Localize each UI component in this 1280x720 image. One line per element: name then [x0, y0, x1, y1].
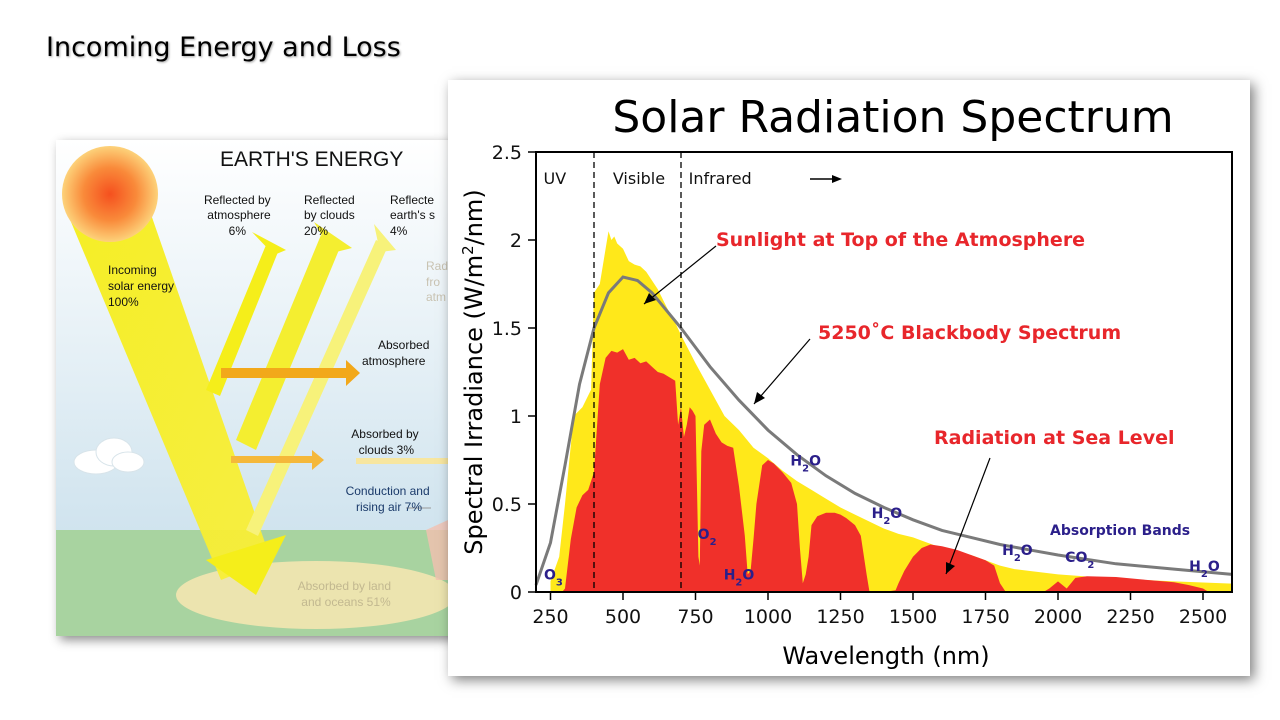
absorbed-atmosphere-label: Absorbed atmosphere — [362, 338, 433, 368]
region-label-uv: UV — [544, 169, 567, 188]
x-tick-label: 1000 — [744, 606, 792, 628]
x-tick-label: 750 — [677, 606, 713, 628]
solar-spectrum-svg: Solar Radiation Spectrum 250 500 750 1000 12… — [459, 92, 1233, 670]
y-tick-label: 1.5 — [492, 318, 522, 340]
reflected-atmosphere-label: Reflected by atmosphere 6% — [204, 193, 274, 238]
absorbed-land-label: Absorbed by land and oceans 51% — [298, 579, 395, 609]
annotation-sea-level-pointer — [945, 457, 991, 575]
plot-frame — [535, 151, 1233, 593]
x-tick-label: 1250 — [816, 606, 864, 628]
conduction-label: Conduction and rising air 7% — [346, 484, 433, 514]
absorbed-clouds-arrow — [231, 456, 313, 463]
y-tick-label: 2 — [510, 230, 522, 252]
x-tick-label: 500 — [605, 606, 641, 628]
annotation-absorption-bands: Absorption Bands — [1050, 523, 1190, 539]
absorption-label-h2o: H2O — [724, 568, 755, 589]
region-label-infrared: Infrared — [689, 169, 752, 188]
y-tick-label: 2.5 — [492, 142, 522, 164]
reflected-atmosphere-arrow — [206, 245, 278, 396]
region-label-visible: Visible — [613, 169, 665, 188]
slide-title: Incoming Energy and Loss — [46, 32, 401, 63]
x-tick-label: 2000 — [1034, 606, 1082, 628]
annotation-blackbody: 5250˚C Blackbody Spectrum — [818, 321, 1121, 344]
earth-energy-diagram: EARTH'S ENERGY Reflected by atmosphere 6… — [56, 140, 456, 636]
reflected-clouds-label: Reflected by clouds 20% — [304, 193, 358, 238]
absorption-label-h2o: H2O — [1002, 543, 1033, 564]
series-radiation-at-sea-level — [562, 349, 1209, 592]
x-tick-label: 2250 — [1106, 606, 1154, 628]
absorption-label-h2o: H2O — [1189, 559, 1220, 580]
annotation-toa-pointer — [643, 245, 717, 305]
chart-title: Solar Radiation Spectrum — [612, 92, 1173, 143]
reflected-surface-label: Reflecte earth's s 4% — [390, 193, 438, 238]
radiated-label: Rad fro atm — [426, 259, 451, 304]
series-5250-c-blackbody-spectrum — [534, 275, 1233, 586]
x-tick-label: 1750 — [961, 606, 1009, 628]
reflected-clouds-arrow — [236, 235, 341, 450]
y-axis-label: Spectral Irradiance (W/m2/nm) — [459, 189, 488, 554]
cloud-icon — [73, 437, 145, 475]
absorption-label-o2: O2 — [698, 527, 717, 548]
sun-icon — [62, 146, 158, 242]
absorption-label-h2o: H2O — [790, 453, 821, 474]
annotation-toa: Sunlight at Top of the Atmosphere — [716, 229, 1085, 251]
annotation-sea-level: Radiation at Sea Level — [934, 427, 1174, 449]
x-tick-label: 250 — [532, 606, 568, 628]
solar-spectrum-chart: Solar Radiation Spectrum 250 500 750 1000 12… — [448, 80, 1250, 676]
annotation-blackbody-pointer — [753, 338, 811, 405]
incoming-label: Incoming solar energy 100% — [108, 263, 177, 309]
y-tick-label: 1 — [510, 406, 522, 428]
absorption-label-h2o: H2O — [872, 506, 903, 526]
absorbed-atmosphere-arrow — [221, 368, 346, 378]
absorption-label-co2: CO2 — [1065, 550, 1094, 571]
incoming-arrowhead — [206, 535, 286, 595]
y-tick-label: 0 — [510, 582, 522, 604]
x-tick-label: 1500 — [889, 606, 937, 628]
absorbed-clouds-label: Absorbed by clouds 3% — [351, 427, 422, 457]
incoming-beam — [66, 200, 271, 580]
energy-title: EARTH'S ENERGY — [220, 148, 403, 171]
x-tick-label: 2500 — [1179, 606, 1227, 628]
y-tick-label: 0.5 — [492, 494, 522, 516]
absorption-label-o3: O3 — [544, 568, 563, 589]
infrared-arrow-icon — [810, 175, 842, 183]
x-axis-label: Wavelength (nm) — [782, 642, 989, 670]
earth-energy-svg: EARTH'S ENERGY Reflected by atmosphere 6… — [56, 140, 456, 636]
